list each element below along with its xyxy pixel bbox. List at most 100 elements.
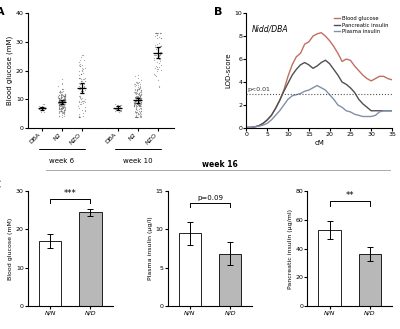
Point: [118, 102, 124, 108]
Point: [158, 67, 164, 72]
Point: [154, 60, 160, 65]
Point: [40, 106, 46, 112]
Point: [62, 94, 68, 99]
Point: [132, 96, 139, 101]
Point: [56, 95, 62, 101]
Point: [62, 97, 68, 103]
Point: [131, 100, 138, 106]
Point: [60, 100, 66, 105]
Point: [58, 107, 64, 113]
Pancreatic insulin: [261, 121, 266, 125]
Point: [137, 102, 143, 108]
Point: [58, 105, 64, 111]
Point: [60, 105, 66, 111]
Blood glucose: [336, 51, 340, 55]
Pancreatic insulin: [344, 82, 349, 86]
Point: [62, 108, 68, 113]
Point: [154, 31, 161, 36]
Point: [58, 105, 65, 110]
Point: [133, 113, 139, 118]
Blood glucose: [269, 114, 274, 117]
Point: [82, 87, 88, 92]
Plasma insulin: [369, 114, 374, 118]
Pancreatic insulin: [369, 109, 374, 113]
Blood glucose: [340, 60, 344, 63]
Point: [155, 77, 162, 82]
Plasma insulin: [323, 88, 328, 92]
Point: [78, 79, 84, 84]
Point: [58, 96, 64, 101]
Point: [136, 91, 142, 96]
Point: [79, 98, 85, 104]
Y-axis label: Blood glucose (mM): Blood glucose (mM): [7, 36, 13, 105]
Pancreatic insulin: [348, 86, 353, 90]
Point: [75, 93, 82, 98]
Point: [61, 97, 68, 102]
Plasma insulin: [306, 88, 311, 92]
Point: [133, 88, 140, 93]
Point: [55, 93, 62, 98]
Point: [137, 98, 144, 104]
Point: [156, 57, 162, 62]
Point: [154, 66, 160, 72]
Point: [138, 108, 144, 114]
Point: [62, 106, 68, 111]
Point: [132, 95, 138, 100]
Point: [134, 94, 140, 99]
Plasma insulin: [282, 103, 286, 107]
Point: [137, 96, 143, 102]
Point: [132, 101, 138, 106]
Point: [58, 92, 64, 97]
Point: [58, 105, 64, 111]
Point: [78, 102, 84, 107]
Point: [59, 102, 66, 107]
Point: [58, 94, 65, 99]
Pancreatic insulin: [315, 64, 320, 68]
Plasma insulin: [277, 109, 282, 113]
Blood glucose: [282, 88, 286, 92]
Point: [58, 98, 64, 103]
Point: [133, 107, 139, 112]
Point: [133, 91, 139, 96]
Point: [58, 101, 64, 106]
Point: [156, 84, 162, 89]
Plasma insulin: [360, 114, 365, 118]
Point: [60, 92, 66, 98]
Point: [55, 94, 62, 99]
Point: [158, 43, 164, 49]
Point: [56, 102, 62, 107]
Point: [138, 114, 144, 119]
Point: [61, 93, 68, 99]
Point: [38, 104, 45, 109]
Point: [136, 79, 142, 85]
Point: [131, 102, 138, 107]
Point: [113, 106, 119, 111]
Point: [132, 94, 139, 99]
Point: [154, 36, 160, 41]
Line: Blood glucose: Blood glucose: [246, 33, 392, 127]
Point: [56, 106, 62, 111]
Point: [138, 97, 144, 103]
Pancreatic insulin: [248, 125, 253, 129]
Point: [77, 86, 83, 91]
Point: [135, 92, 141, 97]
Point: [56, 96, 62, 101]
Point: [58, 100, 65, 105]
Point: [60, 97, 67, 102]
Pancreatic insulin: [310, 66, 315, 70]
Point: [136, 103, 142, 108]
Point: [79, 85, 85, 90]
Point: [156, 31, 163, 36]
Plasma insulin: [256, 124, 261, 128]
Point: [77, 89, 84, 94]
Point: [77, 95, 84, 100]
Point: [134, 102, 140, 107]
Point: [138, 87, 144, 92]
Point: [134, 114, 140, 119]
Point: [114, 102, 120, 107]
Point: [135, 95, 142, 100]
Point: [80, 114, 86, 119]
Plasma insulin: [290, 94, 294, 98]
Point: [156, 31, 163, 36]
Point: [61, 97, 67, 103]
